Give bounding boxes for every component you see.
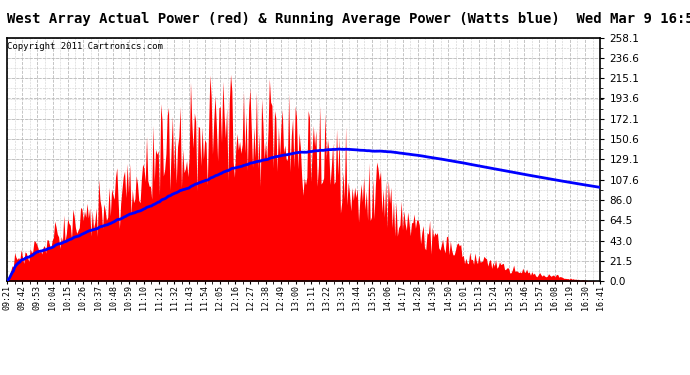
Text: West Array Actual Power (red) & Running Average Power (Watts blue)  Wed Mar 9 16: West Array Actual Power (red) & Running … [7,12,690,26]
Text: Copyright 2011 Cartronics.com: Copyright 2011 Cartronics.com [8,42,164,51]
